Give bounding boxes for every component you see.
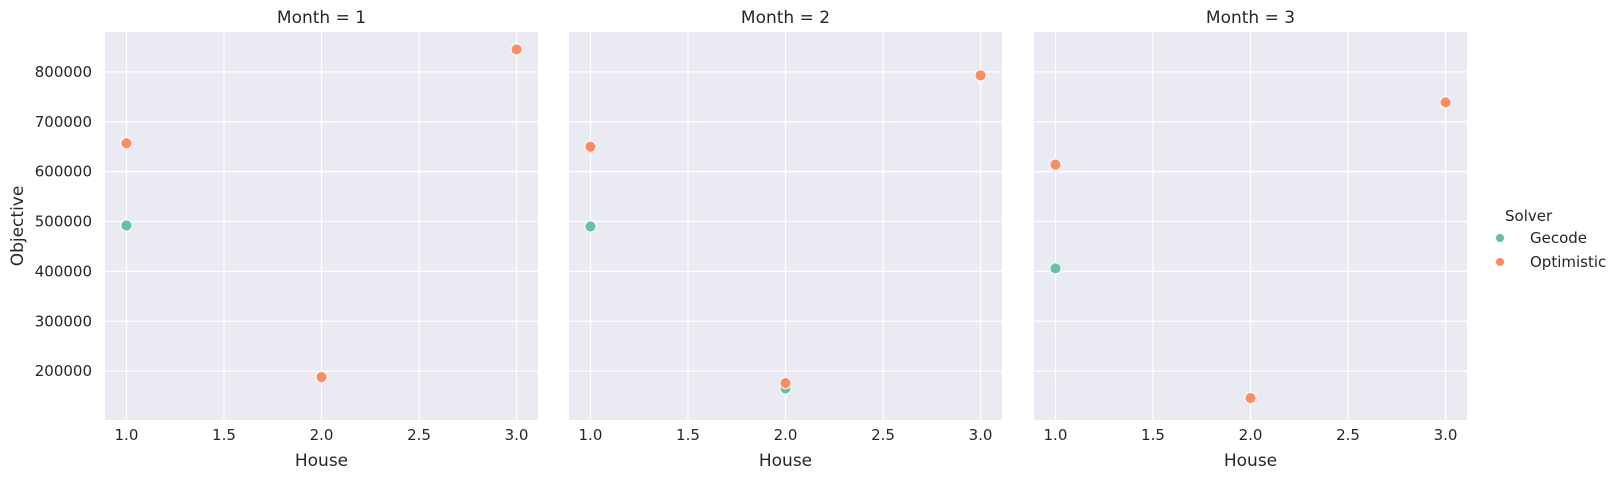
y-axis-title: Objective (8, 186, 28, 267)
x-tick-label: 1.5 (1141, 426, 1165, 444)
data-point-optimistic (510, 43, 523, 56)
x-tick-label: 3.0 (1434, 426, 1458, 444)
x-tick-label: 2.5 (1336, 426, 1360, 444)
x-tick-label: 2.0 (1239, 426, 1263, 444)
x-tick-label: 1.5 (212, 426, 236, 444)
data-point-optimistic (1244, 391, 1257, 405)
data-point-optimistic (1049, 158, 1062, 171)
y-tick-label: 800000 (35, 63, 92, 81)
legend-label-optimistic: Optimistic (1530, 253, 1606, 271)
data-point-gecode (584, 220, 597, 233)
y-tick-label: 300000 (35, 312, 92, 330)
panel-title: Month = 2 (741, 8, 830, 28)
x-tick-label: 1.5 (676, 426, 700, 444)
data-point-optimistic (315, 371, 328, 384)
y-tick-label: 400000 (35, 262, 92, 280)
legend-marker-gecode (1495, 233, 1505, 243)
x-axis-title: House (759, 451, 812, 471)
data-point-optimistic (1439, 96, 1452, 109)
data-point-gecode (120, 219, 133, 232)
y-tick-label: 500000 (35, 213, 92, 231)
x-tick-label: 3.0 (969, 426, 993, 444)
data-point-gecode (1049, 262, 1062, 275)
x-tick-label: 2.0 (774, 426, 798, 444)
data-point-optimistic (779, 376, 792, 390)
data-point-optimistic (584, 140, 597, 153)
legend-marker-optimistic (1495, 257, 1505, 267)
legend-label-gecode: Gecode (1530, 229, 1587, 247)
data-point-optimistic (974, 69, 987, 82)
x-tick-label: 2.5 (407, 426, 431, 444)
x-tick-label: 2.0 (310, 426, 334, 444)
x-axis-title: House (1224, 451, 1277, 471)
legend-title: Solver (1505, 207, 1553, 225)
x-tick-label: 2.5 (871, 426, 895, 444)
y-tick-label: 700000 (35, 113, 92, 131)
y-tick-label: 600000 (35, 163, 92, 181)
y-tick-label: 200000 (35, 362, 92, 380)
panel-title: Month = 3 (1206, 8, 1295, 28)
x-tick-label: 3.0 (505, 426, 529, 444)
x-axis-title: House (295, 451, 348, 471)
x-tick-label: 1.0 (1044, 426, 1068, 444)
x-tick-label: 1.0 (115, 426, 139, 444)
x-tick-label: 1.0 (579, 426, 603, 444)
data-point-optimistic (120, 137, 133, 150)
panel-title: Month = 1 (277, 8, 366, 28)
